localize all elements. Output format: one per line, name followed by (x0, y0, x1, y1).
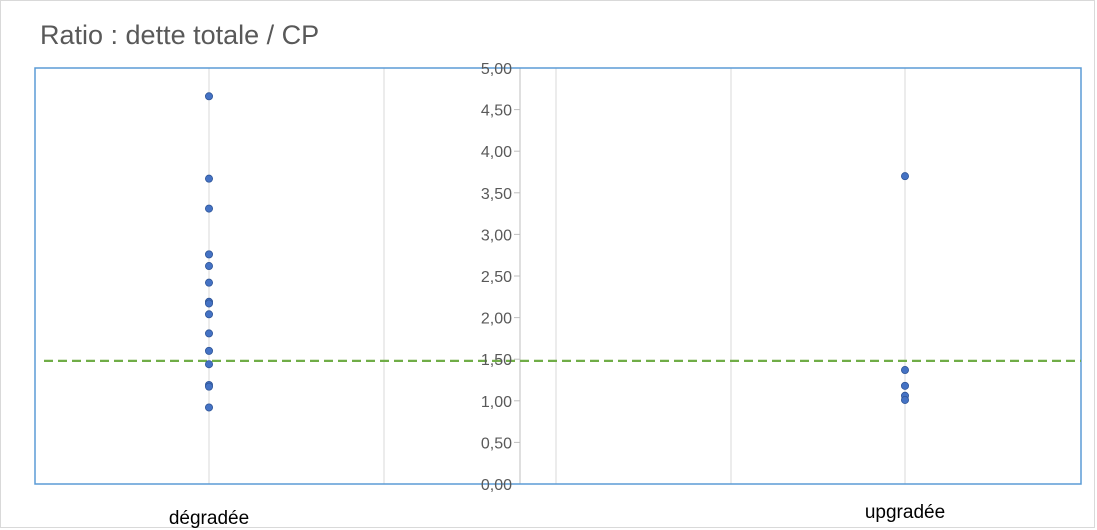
y-tick-label-5: 2,50 (481, 269, 512, 286)
data-point-0-7 (204, 299, 213, 308)
y-tick-label-4: 2,00 (481, 311, 512, 328)
vertical-gridlines (208, 68, 906, 484)
data-point-0-15 (901, 172, 910, 181)
data-point-0-9 (204, 329, 213, 338)
y-tick-label-8: 4,00 (481, 144, 512, 161)
data-point-0-16 (901, 366, 910, 375)
data-point-0-4 (204, 262, 213, 271)
data-point-0-17 (901, 381, 910, 390)
plot-area-border (34, 67, 1082, 485)
x-category-label-1: upgradée (865, 502, 945, 523)
y-tick-label-2: 1,00 (481, 394, 512, 411)
data-point-0-19 (901, 395, 910, 404)
data-points (204, 92, 910, 412)
data-point-0-13 (204, 382, 213, 391)
data-point-0-3 (204, 250, 213, 259)
y-axis-tick-labels: 0,00 0,50 1,00 1,50 2,00 2,50 3,00 3,50 4,00 4,50… (481, 61, 512, 494)
y-tick-label-10: 5,00 (481, 61, 512, 78)
data-point-0-5 (204, 278, 213, 287)
data-point-0-14 (204, 403, 213, 412)
y-tick-label-3: 1,50 (481, 352, 512, 369)
y-tick-label-9: 4,50 (481, 103, 512, 120)
horizontal-gridlines (514, 67, 520, 485)
data-point-0-10 (204, 346, 213, 355)
data-point-0-1 (204, 174, 213, 183)
y-tick-label-6: 3,00 (481, 227, 512, 244)
x-category-label-0: dégradée (169, 508, 249, 529)
data-point-0-2 (204, 204, 213, 213)
data-point-0-11 (204, 360, 213, 369)
chart-title: Ratio : dette totale / CP (40, 20, 320, 50)
data-point-0-8 (204, 310, 213, 319)
y-tick-label-1: 0,50 (481, 435, 512, 452)
plot-border-rect (34, 67, 1082, 485)
x-axis-category-labels: dégradée upgradée (169, 502, 945, 529)
data-point-0-0 (204, 92, 213, 101)
y-tick-label-0: 0,00 (481, 477, 512, 494)
y-tick-label-7: 3,50 (481, 186, 512, 203)
